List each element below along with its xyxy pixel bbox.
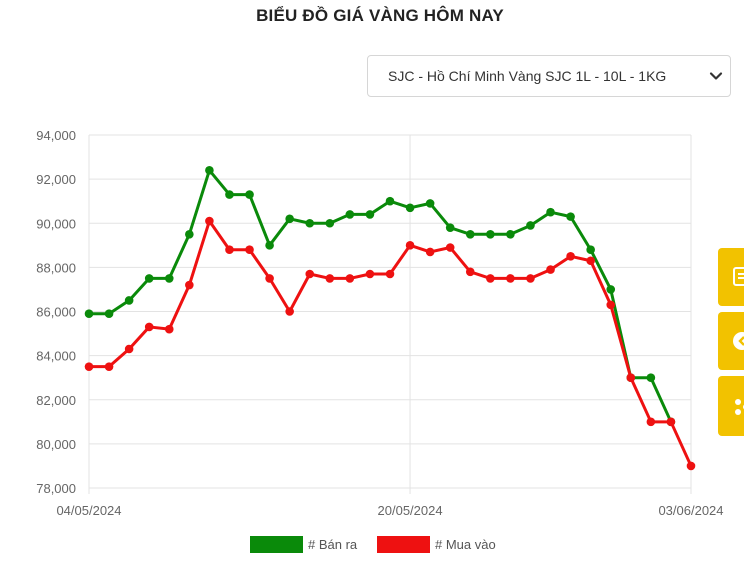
data-point [626,373,636,382]
data-point [245,190,254,199]
data-point [546,265,555,274]
data-point [124,296,134,305]
y-tick-label: 82,000 [36,393,76,408]
page-title: BIỂU ĐỒ GIÁ VÀNG HÔM NAY [256,6,504,25]
data-point [305,269,315,279]
data-point [606,285,616,294]
data-point [205,166,214,175]
data-point [425,247,435,257]
data-point [385,196,395,206]
data-point [345,274,355,283]
side-button-share[interactable] [718,376,744,436]
y-tick-label: 88,000 [36,260,76,275]
x-tick-label: 04/05/2024 [56,503,121,518]
data-point [345,210,355,219]
circle-arrow-icon [733,332,744,350]
data-point [185,229,194,239]
data-point [506,229,515,239]
y-tick-label: 84,000 [36,349,76,364]
data-point [526,221,535,230]
data-point [265,274,274,283]
legend-label: # Mua vào [435,537,496,552]
data-point [486,229,495,239]
data-point [445,243,455,252]
data-point [84,309,94,319]
data-point [245,245,254,255]
y-tick-label: 80,000 [36,437,76,452]
product-select-value: SJC - Hồ Chí Minh Vàng SJC 1L - 10L - 1K… [388,68,667,84]
data-point [646,373,656,382]
data-point [144,322,154,332]
data-point [526,274,535,283]
data-point [486,274,495,283]
data-point [646,417,656,427]
data-point [225,245,234,255]
data-point [666,417,676,427]
data-point [405,241,415,250]
data-point [425,199,435,208]
data-point [405,203,415,213]
chart-legend: # Bán ra # Mua vào [250,536,496,553]
data-point [205,216,214,226]
data-point [124,344,134,354]
data-point [546,207,555,217]
share-icon [735,399,744,415]
y-tick-label: 92,000 [36,172,76,187]
data-point [84,362,94,371]
y-tick-label: 86,000 [36,305,76,320]
data-point [144,274,154,283]
x-tick-label: 20/05/2024 [378,503,443,518]
data-point [305,218,315,228]
data-point [686,461,696,471]
chart-grid [88,134,692,494]
series-line-0 [89,168,673,423]
data-point [606,300,616,310]
legend-swatch [377,536,430,553]
y-tick-label: 94,000 [36,128,76,143]
data-point [566,252,575,261]
legend-label: # Bán ra [308,537,358,552]
data-point [506,274,515,283]
product-select[interactable]: SJC - Hồ Chí Minh Vàng SJC 1L - 10L - 1K… [367,55,731,97]
data-point [285,307,294,316]
data-point [164,274,174,283]
data-point [385,269,395,279]
data-point [586,245,595,255]
data-point [365,210,375,219]
y-tick-label: 90,000 [36,216,76,231]
data-point [225,190,234,199]
data-point [104,309,114,319]
data-point [365,269,375,279]
chevron-down-icon [709,72,723,80]
data-point [325,218,335,228]
data-point [185,280,194,290]
side-button-document[interactable] [718,248,744,306]
data-point [586,256,595,266]
legend-swatch [250,536,303,553]
data-point [566,212,575,221]
data-point [285,214,294,224]
data-point [265,241,274,250]
data-point [465,267,475,277]
chart-axes: 78,000 80,000 82,000 84,000 86,000 88,000 90,0… [36,128,723,518]
data-point [445,223,455,232]
side-button-circle[interactable] [718,312,744,370]
x-tick-label: 03/06/2024 [658,503,723,518]
document-icon [733,267,744,286]
y-tick-label: 78,000 [36,481,76,496]
data-point [104,362,114,371]
data-point [465,229,475,239]
chart-series [84,166,696,471]
data-point [164,324,174,334]
data-point [325,274,335,283]
